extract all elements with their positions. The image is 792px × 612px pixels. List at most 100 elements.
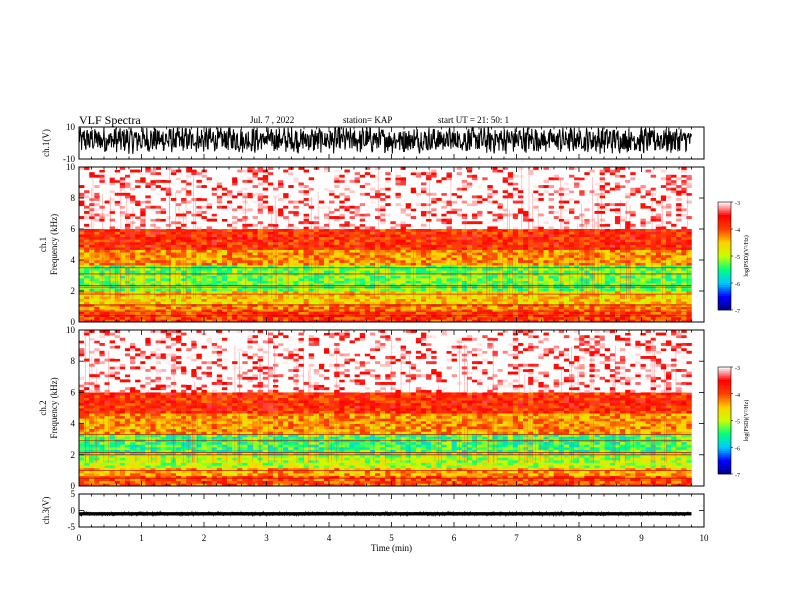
spectro-cell [517,234,524,238]
spectro-cell [267,288,274,292]
spectro-cell [604,247,611,250]
spectro-cell [272,280,279,284]
spectro-cell [492,262,498,266]
spectro-cell [318,272,325,276]
spectro-cell [221,283,228,287]
spectro-cell [456,239,463,243]
spectro-cell [257,210,264,214]
spectro-cell [533,283,539,287]
spectro-cell [84,252,90,256]
spectro-cell [283,244,289,248]
spectro-cell [676,280,682,284]
spectro-cell [569,254,575,258]
spectro-cell [640,270,646,274]
spectro-cell [395,280,401,284]
spectro-cell [84,236,90,240]
spectro-cell [252,236,258,240]
spectro-cell [665,303,672,307]
spectro-cell [216,257,223,261]
spectro-cell [472,267,478,271]
spectro-cell [558,229,565,232]
spectro-cell [278,249,284,253]
spectro-cell [630,316,636,320]
spectro-cell [609,229,616,232]
spectro-cell [94,252,100,256]
spectro-cell [563,298,570,302]
spectro-cell [604,234,611,238]
spectro-cell [318,309,325,312]
spectro-cell [237,226,243,230]
spectro-cell [420,244,427,248]
spectro-cell [446,303,452,307]
spectro-cell [451,267,457,271]
spectro-cell [339,267,345,271]
spectro-cell [599,316,606,320]
spectro-cell [247,319,253,323]
spectro-cell [221,257,228,261]
spectro-cell [640,231,646,235]
spectro-cell [497,306,503,310]
spectro-cell [579,301,585,305]
spectro-cell [303,254,309,258]
spectro-cell [441,236,447,240]
spectro-cell [324,254,330,258]
spectro-cell [232,221,238,225]
spectro-cell [395,316,401,320]
spectro-cell [436,239,442,243]
spectro-cell [640,257,646,261]
spectro-cell [369,260,376,263]
spectro-cell [130,303,136,307]
spectro-cell [114,301,121,305]
spectro-cell [124,288,131,292]
spectro-cell [211,296,218,300]
spectro-cell [543,247,549,250]
spectro-cell [650,319,657,323]
spectro-cell [599,293,606,297]
spectro-cell [660,283,667,287]
spectro-cell [558,218,565,222]
spectro-cell [400,311,406,315]
spectro-cell [170,213,177,217]
spectro-cell [385,252,391,256]
spectro-cell [313,249,320,253]
spectro-cell [247,316,253,320]
spectro-cell [594,280,600,284]
spectro-cell [272,226,279,230]
spectro-cell [533,296,539,300]
spectro-cell [206,301,212,305]
spectro-cell [640,309,646,312]
spectro-cell [109,241,116,245]
spectro-cell [655,275,662,279]
spectro-cell [614,319,621,323]
spectro-cell [196,278,202,281]
spectro-cell [267,309,274,312]
spectro-cell [99,316,105,320]
spectro-cell [329,247,335,250]
spectro-cell [303,244,309,248]
spectro-cell [318,306,325,310]
spectro-cell [170,309,177,312]
spectro-cell [400,272,406,276]
spectro-cell [324,223,330,227]
spectro-cell [104,278,110,281]
spectro-cell [206,275,212,279]
spectro-cell [446,218,452,222]
spectro-cell [655,239,662,243]
spectro-cell [84,216,90,219]
spectro-cell [487,241,493,245]
spectro-cell [461,234,468,238]
spectro-cell [451,236,457,240]
spectro-cell [293,278,299,281]
spectro-cell [477,241,483,245]
spectro-cell [303,223,309,227]
spectro-cell [492,306,498,310]
spectro-cell [487,262,493,266]
spectro-cell [548,280,554,284]
spectro-cell [130,257,136,261]
spectro-cell [329,288,335,292]
spectro-cell [599,262,606,266]
spectro-cell [461,303,468,307]
spectro-cell [492,239,498,243]
spectro-cell [329,223,335,227]
spectro-cell [671,272,677,276]
